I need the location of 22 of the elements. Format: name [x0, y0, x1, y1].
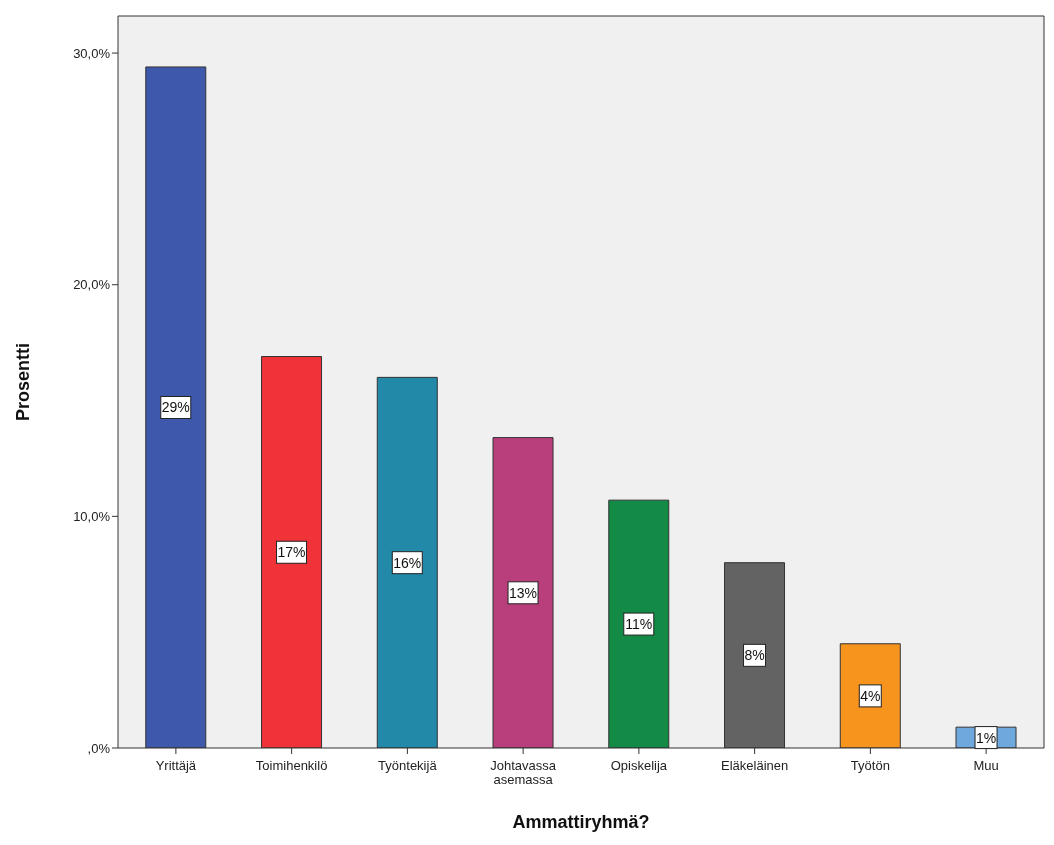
data-label: 11% [625, 616, 653, 633]
data-label: 4% [860, 687, 881, 704]
x-tick-label: Eläkeläinen [721, 758, 789, 773]
x-tick-label: Muu [973, 758, 999, 773]
data-label: 1% [975, 729, 997, 746]
x-tick-label: Opiskelija [610, 758, 668, 773]
data-label: 8% [744, 647, 765, 664]
data-label: 17% [277, 544, 306, 561]
x-tick-label: Johtavassa asemassa [490, 758, 557, 787]
y-tick-label: 30,0% [73, 45, 111, 61]
x-tick-label: Toimihenkilö [255, 758, 328, 773]
y-tick-label: 20,0% [73, 277, 111, 293]
x-tick-label: Työtön [850, 758, 890, 773]
x-axis-title: Ammattiryhmä? [512, 812, 650, 832]
data-label: 16% [393, 554, 422, 571]
y-axis-title: Prosentti [13, 342, 34, 422]
x-tick-label: Yrittäjä [155, 758, 197, 773]
data-label: 13% [509, 584, 538, 601]
y-tick-label: 10,0% [73, 508, 111, 524]
y-tick-label: ,0% [87, 740, 111, 756]
x-tick-label: Työntekijä [378, 758, 438, 773]
data-label: 29% [161, 399, 190, 416]
